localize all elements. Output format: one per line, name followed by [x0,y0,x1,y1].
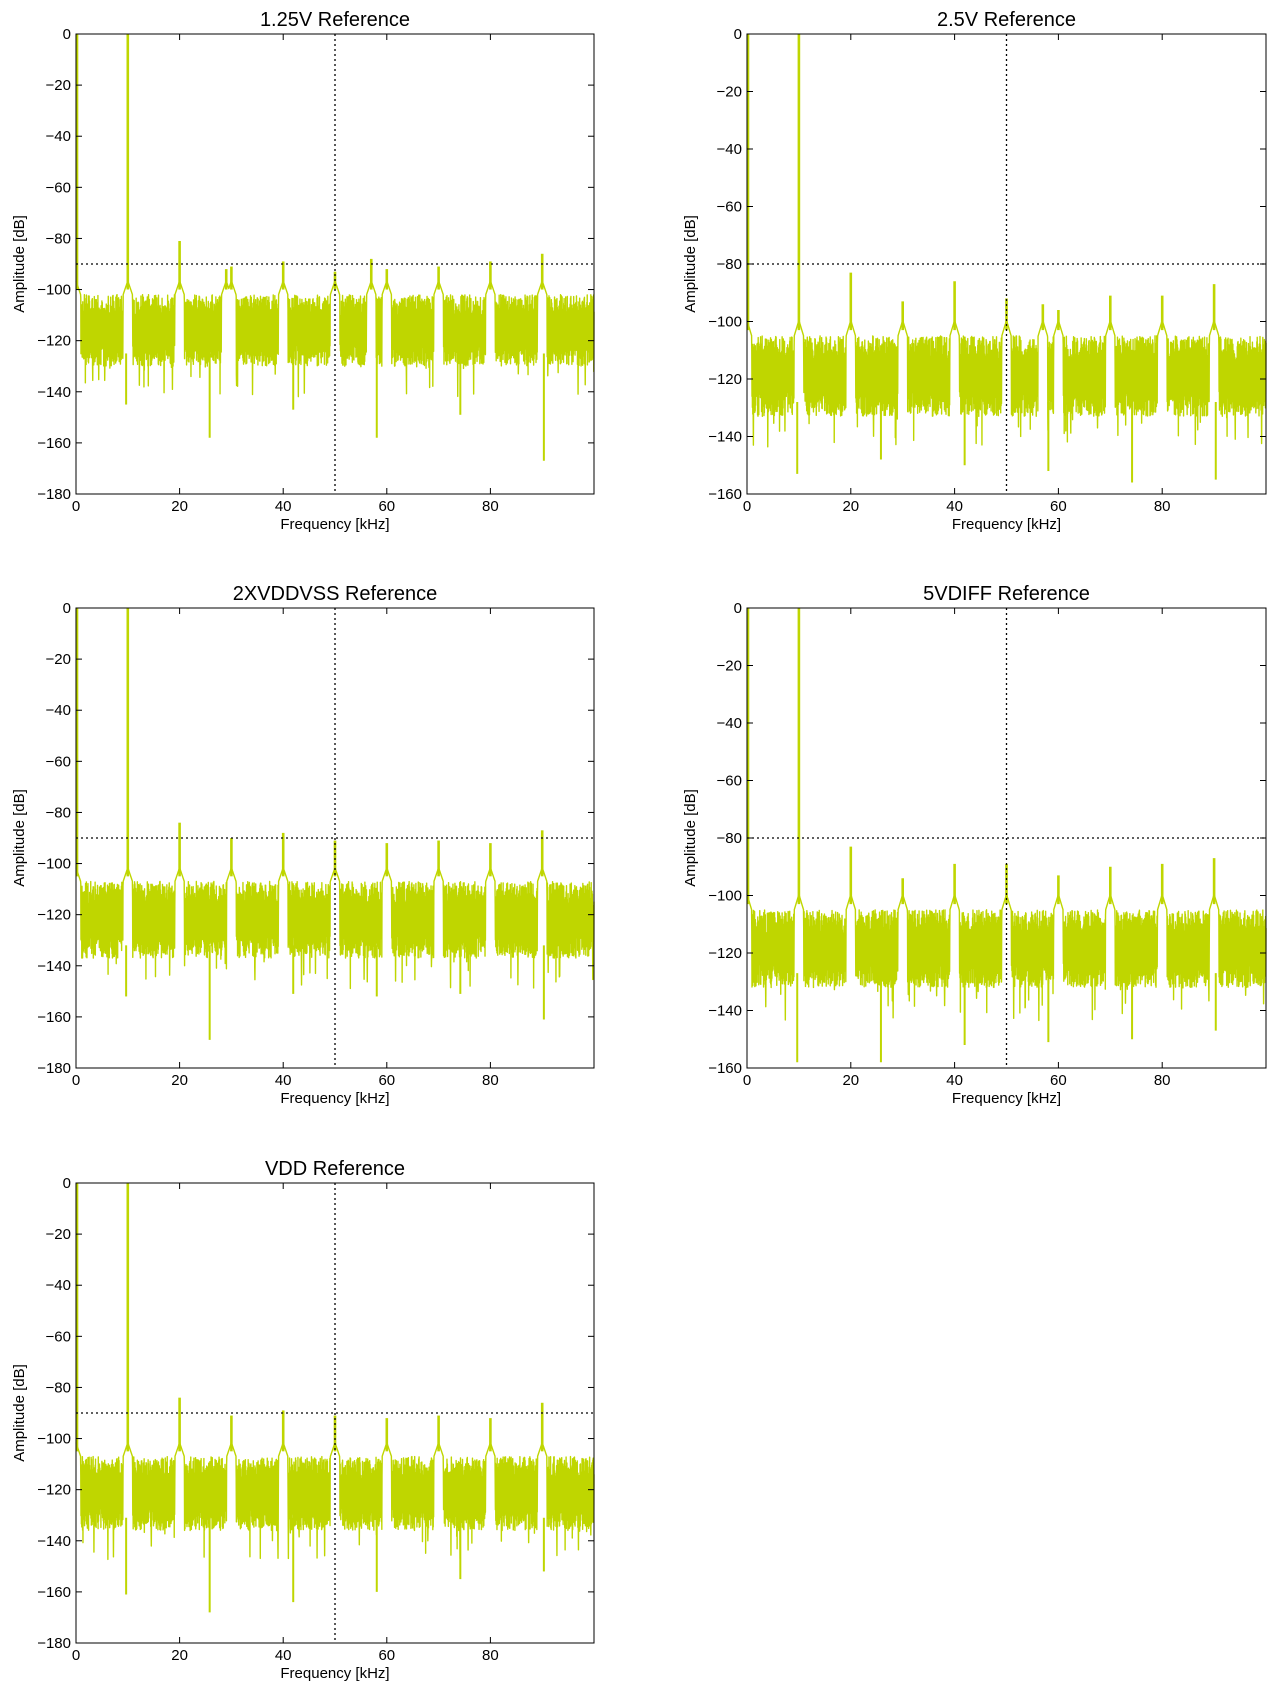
y-tick-label: −40 [46,1277,71,1294]
y-tick-label: −180 [37,486,71,503]
y-tick-label: −80 [717,830,742,847]
x-tick-label: 40 [275,1072,292,1089]
x-tick-label: 80 [482,498,499,515]
y-tick-label: −100 [37,856,71,873]
x-axis-label: Frequency [kHz] [280,1090,389,1107]
y-tick-label: −20 [46,1226,71,1243]
x-tick-label: 60 [1050,1072,1067,1089]
plot-frame [75,1182,595,1644]
x-tick-label: 0 [72,1072,80,1089]
y-tick-label: −140 [708,1003,742,1020]
x-tick-label: 60 [378,498,395,515]
y-tick-label: −40 [717,715,742,732]
y-tick-label: −100 [37,1431,71,1448]
y-tick-label: −80 [717,256,742,273]
x-tick-label: 80 [1154,1072,1171,1089]
y-tick-label: −160 [37,1584,71,1601]
x-tick-label: 0 [743,498,751,515]
x-axis-label: Frequency [kHz] [952,516,1061,533]
x-tick-label: 20 [171,1072,188,1089]
y-tick-label: −140 [37,1533,71,1550]
y-tick-label: −80 [46,804,71,821]
y-tick-label: −140 [708,429,742,446]
x-tick-label: 60 [378,1072,395,1089]
y-tick-label: 0 [734,600,742,617]
x-tick-label: 0 [72,1647,80,1664]
y-tick-label: −160 [37,435,71,452]
x-tick-label: 0 [743,1072,751,1089]
x-tick-label: 80 [1154,498,1171,515]
chart-title: 2.5V Reference [937,9,1076,31]
y-axis-label: Amplitude [dB] [682,789,699,887]
y-tick-label: −100 [37,282,71,299]
chart-title: 2XVDDVSS Reference [233,583,438,605]
y-tick-label: 0 [63,1175,71,1192]
chart-title: VDD Reference [265,1158,405,1180]
y-tick-label: −120 [37,907,71,924]
chart-title: 1.25V Reference [260,9,410,31]
y-tick-label: −160 [708,486,742,503]
x-tick-label: 20 [171,498,188,515]
y-tick-label: −20 [717,84,742,101]
y-tick-label: 0 [734,26,742,43]
plot-frame [75,33,595,495]
y-tick-label: −20 [46,77,71,94]
y-axis-label: Amplitude [dB] [682,215,699,313]
y-tick-label: −40 [46,702,71,719]
spectrum-noise-trace [75,1441,595,1561]
x-tick-label: 80 [482,1647,499,1664]
y-tick-label: 0 [63,26,71,43]
y-tick-label: −120 [37,1482,71,1499]
y-tick-label: −20 [46,651,71,668]
y-axis-label: Amplitude [dB] [11,1364,28,1462]
y-tick-label: −100 [708,888,742,905]
y-tick-label: −120 [708,945,742,962]
x-axis-label: Frequency [kHz] [280,1665,389,1682]
y-tick-label: −100 [708,314,742,331]
y-tick-label: −40 [46,128,71,145]
y-tick-label: −60 [46,179,71,196]
x-tick-label: 60 [1050,498,1067,515]
y-tick-label: −180 [37,1635,71,1652]
y-axis-label: Amplitude [dB] [11,215,28,313]
y-tick-label: −120 [37,333,71,350]
x-tick-label: 20 [171,1647,188,1664]
y-tick-label: −180 [37,1060,71,1077]
x-axis-label: Frequency [kHz] [280,516,389,533]
y-tick-label: −140 [37,384,71,401]
y-tick-label: −60 [46,753,71,770]
plot-frame [75,607,595,1069]
y-tick-label: −40 [717,141,742,158]
y-tick-label: −160 [37,1009,71,1026]
x-tick-label: 40 [946,498,963,515]
y-tick-label: −140 [37,958,71,975]
x-tick-label: 80 [482,1072,499,1089]
y-tick-label: 0 [63,600,71,617]
y-tick-label: −60 [46,1328,71,1345]
y-tick-label: −120 [708,371,742,388]
y-axis-label: Amplitude [dB] [11,789,28,887]
y-tick-label: −160 [708,1060,742,1077]
y-tick-label: −60 [717,773,742,790]
y-tick-label: −20 [717,658,742,675]
y-tick-label: −80 [46,1379,71,1396]
x-tick-label: 60 [378,1647,395,1664]
x-tick-label: 0 [72,498,80,515]
y-tick-label: −60 [717,199,742,216]
x-tick-label: 40 [275,498,292,515]
x-tick-label: 40 [275,1647,292,1664]
x-tick-label: 40 [946,1072,963,1089]
x-tick-label: 20 [842,498,859,515]
y-tick-label: −80 [46,230,71,247]
x-tick-label: 20 [842,1072,859,1089]
x-axis-label: Frequency [kHz] [952,1090,1061,1107]
chart-title: 5VDIFF Reference [923,583,1090,605]
